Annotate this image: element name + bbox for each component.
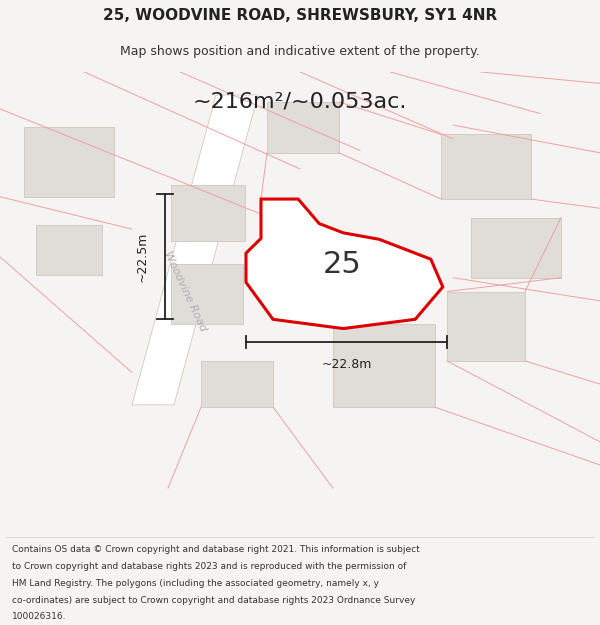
- Polygon shape: [201, 361, 273, 408]
- Text: Woodvine Road: Woodvine Road: [162, 250, 208, 333]
- Text: ~216m²/~0.053ac.: ~216m²/~0.053ac.: [193, 92, 407, 112]
- Polygon shape: [471, 217, 561, 278]
- Polygon shape: [171, 185, 245, 241]
- Text: 25, WOODVINE ROAD, SHREWSBURY, SY1 4NR: 25, WOODVINE ROAD, SHREWSBURY, SY1 4NR: [103, 8, 497, 23]
- Polygon shape: [267, 102, 339, 152]
- Polygon shape: [441, 134, 531, 199]
- Polygon shape: [246, 199, 443, 329]
- Text: HM Land Registry. The polygons (including the associated geometry, namely x, y: HM Land Registry. The polygons (includin…: [12, 579, 379, 587]
- Text: ~22.5m: ~22.5m: [136, 232, 149, 282]
- Polygon shape: [132, 95, 258, 405]
- Text: co-ordinates) are subject to Crown copyright and database rights 2023 Ordnance S: co-ordinates) are subject to Crown copyr…: [12, 596, 415, 604]
- Text: 100026316.: 100026316.: [12, 612, 67, 621]
- Text: to Crown copyright and database rights 2023 and is reproduced with the permissio: to Crown copyright and database rights 2…: [12, 562, 406, 571]
- Text: Map shows position and indicative extent of the property.: Map shows position and indicative extent…: [120, 45, 480, 58]
- Polygon shape: [24, 127, 114, 197]
- Text: 25: 25: [323, 250, 362, 279]
- Polygon shape: [333, 324, 435, 408]
- Polygon shape: [171, 264, 243, 324]
- Text: Contains OS data © Crown copyright and database right 2021. This information is : Contains OS data © Crown copyright and d…: [12, 545, 420, 554]
- Polygon shape: [447, 291, 525, 361]
- Text: ~22.8m: ~22.8m: [322, 358, 371, 371]
- Polygon shape: [36, 224, 102, 276]
